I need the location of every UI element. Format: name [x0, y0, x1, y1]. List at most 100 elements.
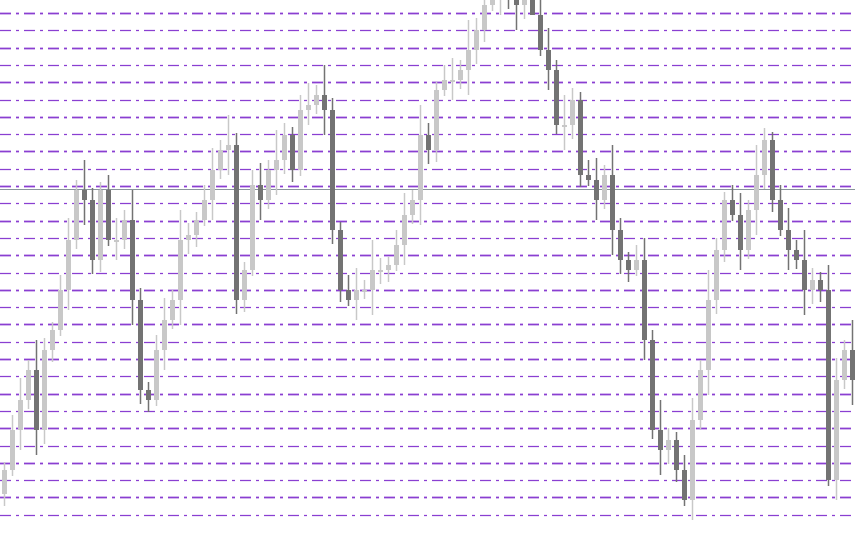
candle-body — [442, 80, 447, 90]
candle — [778, 185, 783, 236]
candle — [578, 92, 583, 187]
candle-body — [770, 140, 775, 200]
candle-body — [82, 190, 87, 200]
candle — [834, 358, 839, 500]
candle — [570, 88, 575, 139]
candle — [82, 160, 87, 225]
candle — [818, 272, 823, 302]
candle — [410, 190, 415, 224]
candle — [290, 127, 295, 182]
candle-body — [642, 260, 647, 340]
candle-body — [306, 105, 311, 110]
candle — [258, 163, 263, 220]
candle — [442, 65, 447, 96]
candle-body — [730, 200, 735, 215]
candle-body — [594, 180, 599, 200]
candle-body — [290, 135, 295, 170]
candle-body — [314, 95, 319, 105]
candle-body — [602, 175, 607, 200]
candle — [386, 257, 391, 282]
candle — [362, 280, 367, 299]
candle — [66, 218, 71, 310]
candle-body — [826, 290, 831, 480]
candle — [610, 145, 615, 255]
candle-body — [122, 220, 127, 240]
candle — [242, 262, 247, 312]
candle — [10, 415, 15, 476]
candle — [514, 0, 519, 30]
candle-body — [370, 270, 375, 290]
candle — [794, 240, 799, 269]
candle-body — [714, 250, 719, 300]
candle-body — [2, 470, 7, 494]
candle — [274, 130, 279, 195]
candle — [378, 258, 383, 284]
candle — [810, 268, 815, 304]
candle — [554, 60, 559, 134]
candle-body — [514, 0, 519, 5]
candle-body — [762, 140, 767, 175]
candle — [138, 288, 143, 404]
candles — [2, 0, 855, 520]
candle-body — [626, 260, 631, 270]
candle-body — [10, 430, 15, 470]
candle-body — [586, 175, 591, 180]
candle — [170, 290, 175, 329]
candle — [434, 82, 439, 162]
candle — [202, 185, 207, 226]
candle — [850, 320, 855, 405]
candle-body — [178, 240, 183, 300]
candle — [26, 360, 31, 409]
candle — [499, 0, 502, 15]
candle-body — [530, 0, 535, 15]
candle-body — [258, 185, 263, 200]
candle-body — [50, 330, 55, 350]
candle — [194, 212, 199, 247]
candle — [90, 188, 95, 274]
candle-body — [546, 50, 551, 70]
candle-body — [194, 220, 199, 235]
candle — [178, 210, 183, 325]
candle-body — [474, 30, 479, 50]
candle-body — [282, 135, 287, 160]
candle-body — [746, 210, 751, 250]
candle-body — [834, 380, 839, 480]
candle-body — [410, 200, 415, 215]
candle-body — [562, 125, 567, 127]
candle — [394, 230, 399, 271]
candle — [770, 132, 775, 212]
candle — [690, 398, 695, 520]
candle — [186, 223, 191, 254]
candle — [754, 145, 759, 235]
candle-body — [690, 420, 695, 500]
candle-body — [90, 200, 95, 260]
candle-body — [610, 175, 615, 230]
candle-body — [298, 110, 303, 170]
candle — [458, 60, 463, 89]
candle — [426, 123, 431, 164]
candle-body — [322, 95, 327, 110]
candle-body — [570, 100, 575, 125]
candle-body — [418, 135, 423, 200]
candle-body — [490, 0, 495, 5]
candle — [842, 340, 847, 389]
candle — [330, 98, 335, 244]
candle — [722, 192, 727, 262]
candle — [346, 275, 351, 306]
candle — [218, 140, 223, 179]
candle-body — [738, 215, 743, 250]
candle-body — [450, 80, 455, 82]
candle-body — [346, 290, 351, 300]
candle-body — [42, 350, 47, 430]
candle-body — [538, 15, 543, 50]
candle — [106, 175, 111, 246]
level-lines — [0, 12, 855, 517]
candle-body — [778, 200, 783, 230]
candle-body — [98, 190, 103, 260]
candle — [402, 193, 407, 265]
candle — [682, 455, 687, 506]
candle — [522, 0, 527, 19]
candle-body — [698, 370, 703, 420]
candle — [266, 160, 271, 209]
candle-body — [186, 235, 191, 240]
